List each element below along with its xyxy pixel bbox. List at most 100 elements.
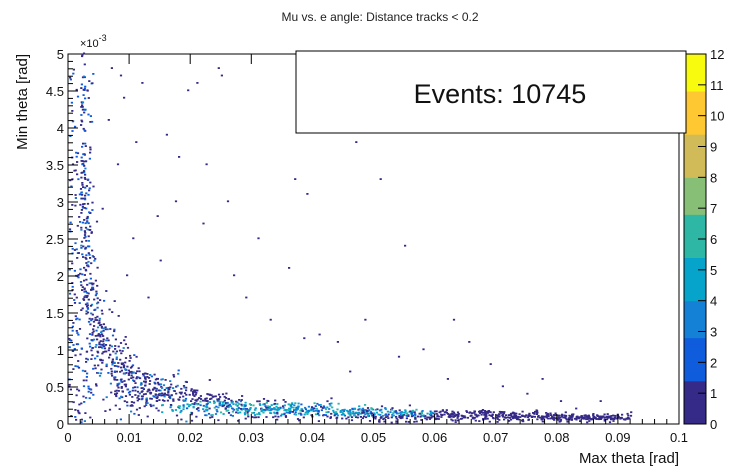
heatmap-cell	[136, 386, 139, 389]
heatmap-cell	[575, 418, 578, 421]
heatmap-cell	[235, 411, 238, 414]
heatmap-cell	[376, 408, 379, 411]
heatmap-cell	[191, 398, 194, 400]
heatmap-cell	[591, 418, 594, 420]
heatmap-cell	[224, 397, 228, 399]
heatmap-cell	[167, 394, 170, 396]
heatmap-cell	[489, 363, 492, 365]
heatmap-cell	[293, 409, 296, 411]
heatmap-cell	[145, 399, 148, 402]
heatmap-cell	[252, 404, 255, 407]
heatmap-cell	[88, 245, 91, 248]
heatmap-cell	[255, 416, 258, 419]
heatmap-cell	[80, 402, 83, 405]
heatmap-cell	[99, 372, 103, 375]
heatmap-cell	[73, 249, 76, 251]
heatmap-cell	[161, 394, 164, 397]
heatmap-cell	[422, 348, 425, 351]
heatmap-cell	[226, 405, 229, 408]
heatmap-cell	[119, 74, 123, 77]
heatmap-cell	[160, 378, 163, 381]
color-scale-step	[684, 158, 706, 166]
heatmap-cell	[616, 417, 619, 420]
heatmap-cell	[215, 408, 218, 411]
heatmap-cell	[79, 268, 82, 271]
heatmap-cell	[374, 415, 377, 418]
heatmap-cell	[428, 416, 431, 419]
y-tick-label: 2	[57, 269, 64, 284]
heatmap-cell	[489, 411, 492, 414]
heatmap-cell	[322, 405, 325, 408]
heatmap-cell	[178, 407, 181, 410]
heatmap-cell	[88, 189, 91, 192]
heatmap-cell	[355, 416, 358, 418]
heatmap-cell	[69, 76, 72, 79]
heatmap-cell	[431, 415, 434, 418]
heatmap-cell	[85, 278, 88, 281]
heatmap-cell	[378, 419, 381, 421]
heatmap-cell	[258, 400, 261, 403]
heatmap-cell	[517, 415, 520, 418]
heatmap-cell	[85, 350, 88, 353]
heatmap-cell	[89, 323, 92, 326]
heatmap-cell	[123, 383, 126, 386]
heatmap-cell	[592, 415, 595, 418]
heatmap-cell	[90, 262, 93, 265]
heatmap-cell	[86, 295, 89, 297]
heatmap-cell	[151, 388, 155, 391]
heatmap-cell	[502, 415, 505, 418]
heatmap-cell	[180, 418, 183, 421]
heatmap-cell	[142, 388, 145, 390]
heatmap-cell	[333, 414, 336, 417]
heatmap-cell	[81, 369, 84, 372]
heatmap-cell	[453, 415, 456, 417]
heatmap-cell	[399, 415, 403, 418]
heatmap-cell	[81, 273, 84, 276]
heatmap-cell	[154, 382, 157, 385]
heatmap-cell	[335, 417, 338, 420]
heatmap-cell	[155, 407, 158, 410]
heatmap-cell	[587, 416, 590, 419]
heatmap-cell	[80, 176, 83, 179]
heatmap-cell	[178, 396, 182, 399]
heatmap-cell	[352, 410, 355, 413]
heatmap-cell	[627, 414, 630, 417]
heatmap-cell	[197, 409, 200, 412]
heatmap-cell	[236, 409, 239, 412]
heatmap-cell	[227, 404, 230, 407]
heatmap-cell	[89, 416, 92, 419]
heatmap-cell	[85, 312, 88, 315]
heatmap-cell	[286, 409, 289, 411]
heatmap-cell	[111, 311, 114, 313]
heatmap-cell	[242, 408, 245, 410]
heatmap-cell	[379, 417, 382, 419]
heatmap-cell	[327, 411, 330, 413]
color-scale-step	[684, 208, 706, 215]
heatmap-cell	[488, 411, 491, 413]
heatmap-cell	[120, 366, 123, 369]
heatmap-cell	[128, 360, 131, 362]
heatmap-cell	[539, 416, 542, 419]
heatmap-cell	[205, 400, 209, 402]
heatmap-cell	[98, 317, 101, 320]
heatmap-cell	[199, 404, 202, 407]
heatmap-cell	[473, 412, 476, 414]
heatmap-cell	[89, 146, 92, 149]
heatmap-cell	[266, 407, 269, 410]
heatmap-cell	[86, 311, 90, 314]
heatmap-cell	[216, 398, 219, 401]
heatmap-cell	[73, 269, 76, 272]
heatmap-cell	[437, 415, 440, 418]
heatmap-cell	[126, 388, 130, 391]
heatmap-cell	[114, 376, 117, 379]
heatmap-cell	[277, 407, 280, 409]
heatmap-cell	[95, 384, 98, 387]
heatmap-cell	[91, 333, 94, 336]
heatmap-cell	[94, 335, 97, 337]
heatmap-cell	[248, 409, 251, 412]
heatmap-cell	[182, 400, 186, 402]
color-scale-step	[684, 257, 706, 265]
heatmap-cell	[570, 419, 573, 421]
color-scale-step	[684, 288, 706, 295]
heatmap-cell	[104, 328, 107, 331]
